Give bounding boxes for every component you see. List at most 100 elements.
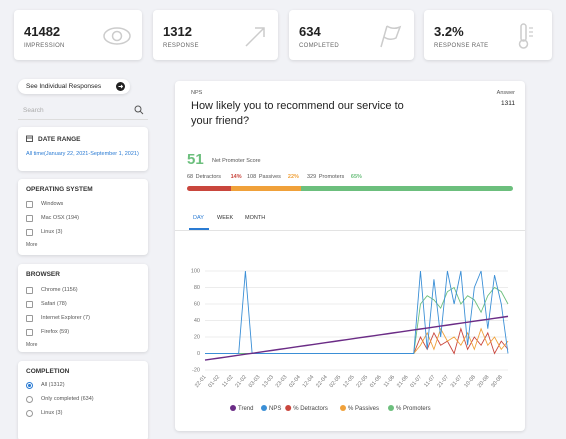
stat-card: 41482 IMPRESSION [14,10,142,60]
filter-item: Safari (78) [41,301,67,307]
x-tick-label: 30-08 [490,374,504,389]
answer-label: Answer [496,90,515,96]
x-tick-label: 31-07 [450,374,464,389]
checkbox[interactable] [26,215,33,222]
x-tick-label: 01-02 [207,374,221,389]
stat-label: IMPRESSION [24,43,65,49]
legend-label: NPS [269,406,281,412]
section-title: COMPLETION [26,368,70,375]
filter-item: Linux (3) [41,410,63,416]
filter-item: Linux (3) [41,229,63,235]
answer-count: 1311 [501,100,515,107]
checkbox[interactable] [26,201,33,208]
filter-item: Firefox (59) [41,329,70,335]
stat-value: 3.2% [434,24,464,39]
legend-label: % Passives [348,406,379,412]
breakdown-count: 108 [247,174,257,180]
y-tick-label: 60 [194,301,200,307]
nps-card: NPS How likely you to recommend our serv… [175,81,525,431]
breakdown-count: 68 [187,174,194,180]
stat-value: 41482 [24,24,61,39]
legend-label: % Detractors [293,406,328,412]
legend-label: % Promoters [396,406,431,412]
breakdown-label: Passives [258,174,281,180]
responses-button[interactable]: See Individual Responses [18,79,130,94]
radio[interactable] [26,410,33,417]
filter-item: Mac OSX (194) [41,215,79,221]
arrow-icon [245,27,265,47]
stat-card: 3.2% RESPONSE RATE [424,10,552,60]
search-placeholder: Search [23,107,44,114]
nps-score: 51 [187,151,204,168]
x-tick-label: 02-05 [329,374,343,389]
x-tick-label: 10-08 [463,374,477,389]
arrow-circle-icon [116,82,125,91]
x-tick-label: 22-05 [356,374,370,389]
tab-underline [189,228,209,230]
checkbox[interactable] [26,287,33,294]
y-tick-label: 0 [197,351,200,357]
x-tick-label: 22-04 [315,374,329,389]
breakdown-pct: 22% [287,174,299,180]
stat-value: 1312 [163,24,192,39]
x-tick-label: 01-06 [369,374,383,389]
x-tick-label: 21-07 [436,374,450,389]
radio[interactable] [26,382,33,389]
checkbox[interactable] [26,229,33,236]
tab[interactable]: WEEK [217,215,234,221]
series-line [205,270,509,354]
date-range-value[interactable]: All time(January 22, 2021-September 1, 2… [26,151,139,157]
breakdown-pct: 65% [350,174,362,180]
stat-card: 634 COMPLETED [289,10,414,60]
checkbox[interactable] [26,329,33,336]
breakdown-pct: 14% [230,174,242,180]
nps-score-label: Net Promoter Score [212,158,261,164]
x-tick-label: 12-05 [342,374,356,389]
question: How likely you to recommend our service … [191,100,404,127]
stat-label: COMPLETED [299,43,340,49]
stat-value: 634 [299,24,321,39]
filter-item: All (1312) [41,382,65,388]
breakdown-bar [187,186,231,191]
x-tick-label: 12-04 [302,374,316,389]
section-title: DATE RANGE [38,136,81,143]
divider [175,230,525,231]
x-tick-label: 21-06 [396,374,410,389]
filter-item: Only completed (634) [41,396,94,402]
filter-item: Windows [41,201,64,207]
stat-label: RESPONSE RATE [434,43,489,49]
x-tick-label: 11-02 [221,374,234,388]
breakdown-bar [300,186,513,191]
radio[interactable] [26,396,33,403]
x-tick-label: 20-08 [477,374,491,389]
more-link[interactable]: More [26,342,38,348]
breakdown-label: Detractors [195,174,221,180]
legend-swatch [230,405,236,411]
x-tick-label: 02-04 [288,374,302,389]
y-tick-label: -20 [192,367,200,373]
tab[interactable]: DAY [193,215,204,221]
x-tick-label: 23-03 [275,374,289,389]
tab[interactable]: MONTH [245,215,266,221]
search-field[interactable]: Search [18,103,148,120]
thermometer-icon [518,23,533,49]
filter-item: Chrome (1156) [41,287,78,293]
section-title: BROWSER [26,271,60,278]
checkbox[interactable] [26,315,33,322]
checkbox[interactable] [26,301,33,308]
date-range-card: DATE RANGE All time(January 22, 2021-Sep… [18,127,148,171]
question-tag: NPS [191,90,203,96]
y-tick-label: 20 [194,334,200,340]
more-link[interactable]: More [26,242,38,248]
breakdown-count: 329 [307,174,317,180]
legend-swatch [261,405,267,411]
series-line [204,315,509,361]
stat-label: RESPONSE [163,43,199,49]
y-tick-label: 40 [194,318,200,324]
search-icon [134,105,144,115]
button-label: See Individual Responses [26,83,102,90]
calendar-icon [26,135,33,142]
legend-swatch [285,405,292,411]
x-tick-label: 11-07 [423,374,436,388]
